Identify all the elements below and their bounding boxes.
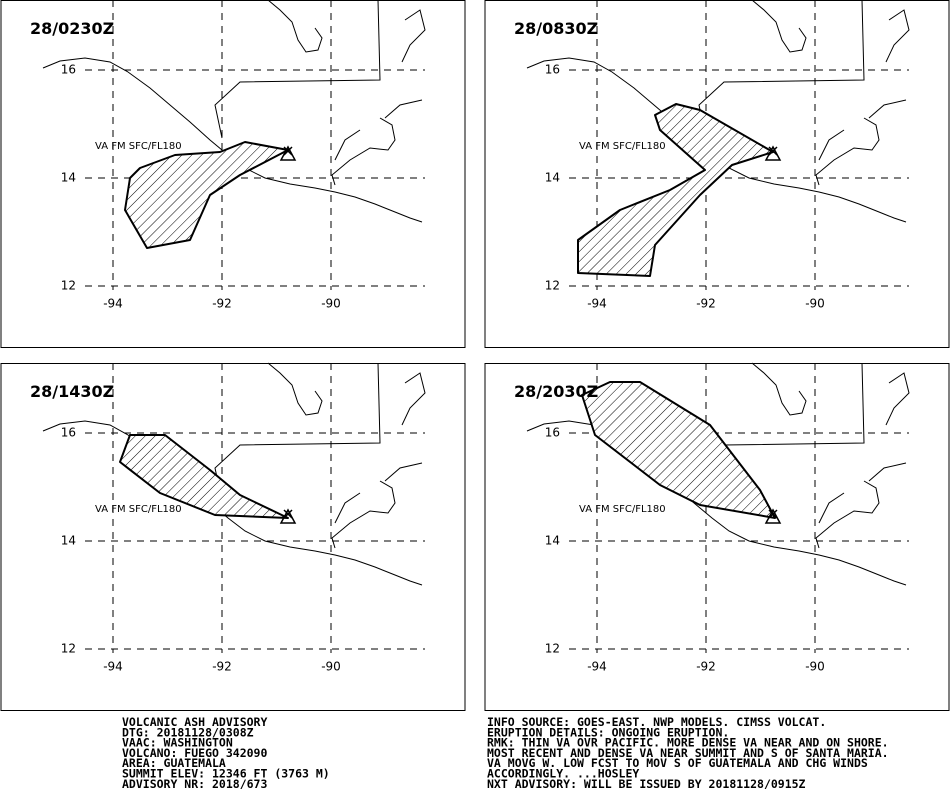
footer-line: RMK: THIN VA OVR PACIFIC. MORE DENSE VA … — [487, 736, 889, 750]
ash-label: VA FM SFC/FL180 — [95, 141, 182, 152]
lat-tick-label: 12 — [61, 279, 76, 293]
ash-label: VA FM SFC/FL180 — [95, 504, 182, 515]
panel: 16 14 12 -94 -92 -90 28/0830Z VA FM SFC/FL180 — [484, 0, 950, 348]
lon-tick-label: -90 — [321, 297, 341, 311]
ash-area — [124, 141, 289, 249]
footer-line: ADVISORY NR: 2018/673 — [122, 777, 267, 791]
panel-frame — [0, 0, 466, 348]
panel: 16 14 12 -94 -92 -90 28/1430Z VA FM SFC/FL180 — [0, 362, 466, 711]
ash-area — [581, 381, 776, 519]
footer-line: AREA: GUATEMALA — [122, 756, 226, 770]
valid-time: 28/1430Z — [30, 382, 114, 401]
footer-line: VA MOVG W. LOW FCST TO MOV S OF GUATEMAL… — [487, 756, 868, 770]
lat-tick-label: 16 — [545, 426, 560, 440]
ash-area — [119, 434, 289, 519]
footer-line: VOLCANIC ASH ADVISORY — [122, 715, 267, 729]
lat-tick-label: 12 — [545, 279, 560, 293]
footer-line: SUMMIT ELEV: 12346 FT (3763 M) — [122, 767, 330, 781]
lat-tick-label: 14 — [61, 171, 76, 185]
footer-line: DTG: 20181128/0308Z — [122, 725, 254, 739]
footer-line: NXT ADVISORY: WILL BE ISSUED BY 20181128… — [487, 777, 806, 791]
valid-time: 28/0230Z — [30, 19, 114, 38]
footer-line: ERUPTION DETAILS: ONGOING ERUPTION. — [487, 725, 729, 739]
footer-line: VOLCANO: FUEGO 342090 — [122, 746, 267, 760]
footer-line: VAAC: WASHINGTON — [122, 736, 233, 750]
panel-frame — [0, 363, 466, 711]
panel-frame — [484, 363, 950, 711]
lat-tick-label: 16 — [61, 426, 76, 440]
lon-tick-label: -90 — [321, 660, 341, 674]
lon-tick-label: -94 — [587, 297, 607, 311]
panel: 16 14 12 -94 -92 -90 28/0230Z VA FM SFC/FL180 — [0, 0, 466, 348]
ash-area — [577, 103, 774, 277]
footer-line: INFO SOURCE: GOES-EAST. NWP MODELS. CIMS… — [487, 715, 826, 729]
ash-label: VA FM SFC/FL180 — [579, 141, 666, 152]
lon-tick-label: -92 — [696, 660, 716, 674]
footer-line: ACCORDINGLY. ...HOSLEY — [487, 767, 639, 781]
valid-time: 28/2030Z — [514, 382, 598, 401]
lat-tick-label: 14 — [61, 534, 76, 548]
valid-time: 28/0830Z — [514, 19, 598, 38]
lat-tick-label: 16 — [545, 63, 560, 77]
lon-tick-label: -90 — [805, 297, 825, 311]
lat-tick-label: 16 — [61, 63, 76, 77]
lat-tick-label: 14 — [545, 171, 560, 185]
lon-tick-label: -94 — [103, 297, 123, 311]
lat-tick-label: 12 — [61, 642, 76, 656]
lon-tick-label: -94 — [103, 660, 123, 674]
lat-tick-label: 12 — [545, 642, 560, 656]
panel-frame — [484, 0, 950, 348]
footer-line: MOST RECENT AND DENSE VA NEAR SUMMIT AND… — [487, 746, 889, 760]
panel: 16 14 12 -94 -92 -90 28/2030Z VA FM SFC/FL180 — [484, 362, 950, 711]
lon-tick-label: -92 — [212, 660, 232, 674]
lon-tick-label: -94 — [587, 660, 607, 674]
ash-label: VA FM SFC/FL180 — [579, 504, 666, 515]
lon-tick-label: -92 — [696, 297, 716, 311]
lon-tick-label: -92 — [212, 297, 232, 311]
lon-tick-label: -90 — [805, 660, 825, 674]
lat-tick-label: 14 — [545, 534, 560, 548]
